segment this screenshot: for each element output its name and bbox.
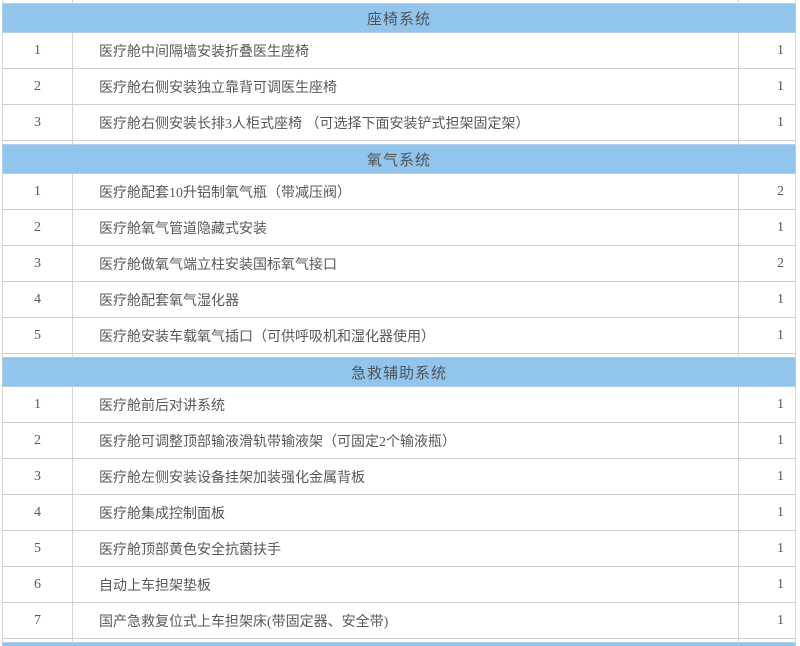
row-description-cell: 医疗舱左侧安装设备挂架加装强化金属背板	[72, 458, 739, 495]
spacer-cell	[738, 140, 796, 145]
section-spacer-row	[2, 638, 796, 643]
row-number-cell: 3	[2, 104, 73, 141]
row-description-cell: 医疗舱安装车载氧气插口（可供呼吸机和湿化器使用）	[72, 317, 739, 354]
section-spacer-row	[2, 140, 796, 145]
table-row: 1 医疗舱配套10升铝制氧气瓶（带减压阀） 2	[2, 173, 796, 210]
row-number-cell: 1	[2, 386, 73, 423]
row-description-cell: 自动上车担架垫板	[72, 566, 739, 603]
spacer-cell	[738, 0, 796, 4]
row-quantity-cell: 1	[738, 386, 796, 423]
row-number-cell: 5	[2, 317, 73, 354]
section-title-partial	[2, 642, 796, 646]
row-description-cell: 医疗舱顶部黄色安全抗菌扶手	[72, 530, 739, 567]
row-quantity-cell: 1	[738, 209, 796, 246]
table-row: 4 医疗舱集成控制面板 1	[2, 494, 796, 531]
spacer-cell	[738, 638, 796, 643]
row-number-cell: 4	[2, 281, 73, 318]
row-number-cell: 1	[2, 173, 73, 210]
row-description-cell: 国产急救复位式上车担架床(带固定器、安全带)	[72, 602, 739, 639]
spacer-cell	[738, 353, 796, 358]
row-number-cell: 2	[2, 422, 73, 459]
table-row: 2 医疗舱右侧安装独立靠背可调医生座椅 1	[2, 68, 796, 105]
table-row: 2 医疗舱可调整顶部输液滑轨带输液架（可固定2个输液瓶） 1	[2, 422, 796, 459]
row-quantity-cell: 2	[738, 245, 796, 282]
row-description-cell: 医疗舱配套氧气湿化器	[72, 281, 739, 318]
row-quantity-cell: 1	[738, 32, 796, 69]
row-quantity-cell: 1	[738, 422, 796, 459]
row-description-cell: 医疗舱前后对讲系统	[72, 386, 739, 423]
next-section-header-partial	[2, 642, 796, 646]
table-row: 1 医疗舱中间隔墙安装折叠医生座椅 1	[2, 32, 796, 69]
row-number-cell: 4	[2, 494, 73, 531]
row-quantity-cell: 1	[738, 317, 796, 354]
row-quantity-cell: 1	[738, 458, 796, 495]
table-row: 4 医疗舱配套氧气湿化器 1	[2, 281, 796, 318]
row-quantity-cell: 1	[738, 494, 796, 531]
row-number-cell: 1	[2, 32, 73, 69]
row-number-cell: 2	[2, 209, 73, 246]
section-header-row: 氧气系统	[2, 144, 796, 174]
row-quantity-cell: 1	[738, 281, 796, 318]
table-row: 6 自动上车担架垫板 1	[2, 566, 796, 603]
table-row: 3 医疗舱右侧安装长排3人柜式座椅 （可选择下面安装铲式担架固定架） 1	[2, 104, 796, 141]
table-row: 5 医疗舱安装车载氧气插口（可供呼吸机和湿化器使用） 1	[2, 317, 796, 354]
row-description-cell: 医疗舱右侧安装独立靠背可调医生座椅	[72, 68, 739, 105]
section-spacer-row	[2, 0, 796, 4]
section-title: 急救辅助系统	[2, 357, 796, 387]
row-description-cell: 医疗舱做氧气端立柱安装国标氧气接口	[72, 245, 739, 282]
section-header-row: 座椅系统	[2, 3, 796, 33]
row-number-cell: 5	[2, 530, 73, 567]
table-row: 2 医疗舱氧气管道隐藏式安装 1	[2, 209, 796, 246]
row-quantity-cell: 1	[738, 566, 796, 603]
section-header-row: 急救辅助系统	[2, 357, 796, 387]
row-description-cell: 医疗舱中间隔墙安装折叠医生座椅	[72, 32, 739, 69]
row-quantity-cell: 1	[738, 104, 796, 141]
section-spacer-row	[2, 353, 796, 358]
row-quantity-cell: 1	[738, 68, 796, 105]
row-number-cell: 2	[2, 68, 73, 105]
table-row: 3 医疗舱做氧气端立柱安装国标氧气接口 2	[2, 245, 796, 282]
row-number-cell: 6	[2, 566, 73, 603]
table-row: 1 医疗舱前后对讲系统 1	[2, 386, 796, 423]
row-quantity-cell: 2	[738, 173, 796, 210]
row-quantity-cell: 1	[738, 530, 796, 567]
row-quantity-cell: 1	[738, 602, 796, 639]
row-description-cell: 医疗舱可调整顶部输液滑轨带输液架（可固定2个输液瓶）	[72, 422, 739, 459]
table-row: 7 国产急救复位式上车担架床(带固定器、安全带) 1	[2, 602, 796, 639]
row-description-cell: 医疗舱配套10升铝制氧气瓶（带减压阀）	[72, 173, 739, 210]
row-description-cell: 医疗舱集成控制面板	[72, 494, 739, 531]
row-description-cell: 医疗舱氧气管道隐藏式安装	[72, 209, 739, 246]
table-row: 5 医疗舱顶部黄色安全抗菌扶手 1	[2, 530, 796, 567]
row-number-cell: 3	[2, 458, 73, 495]
section-title: 氧气系统	[2, 144, 796, 174]
row-number-cell: 3	[2, 245, 73, 282]
row-number-cell: 7	[2, 602, 73, 639]
section-title: 座椅系统	[2, 3, 796, 33]
row-description-cell: 医疗舱右侧安装长排3人柜式座椅 （可选择下面安装铲式担架固定架）	[72, 104, 739, 141]
table-row: 3 医疗舱左侧安装设备挂架加装强化金属背板 1	[2, 458, 796, 495]
